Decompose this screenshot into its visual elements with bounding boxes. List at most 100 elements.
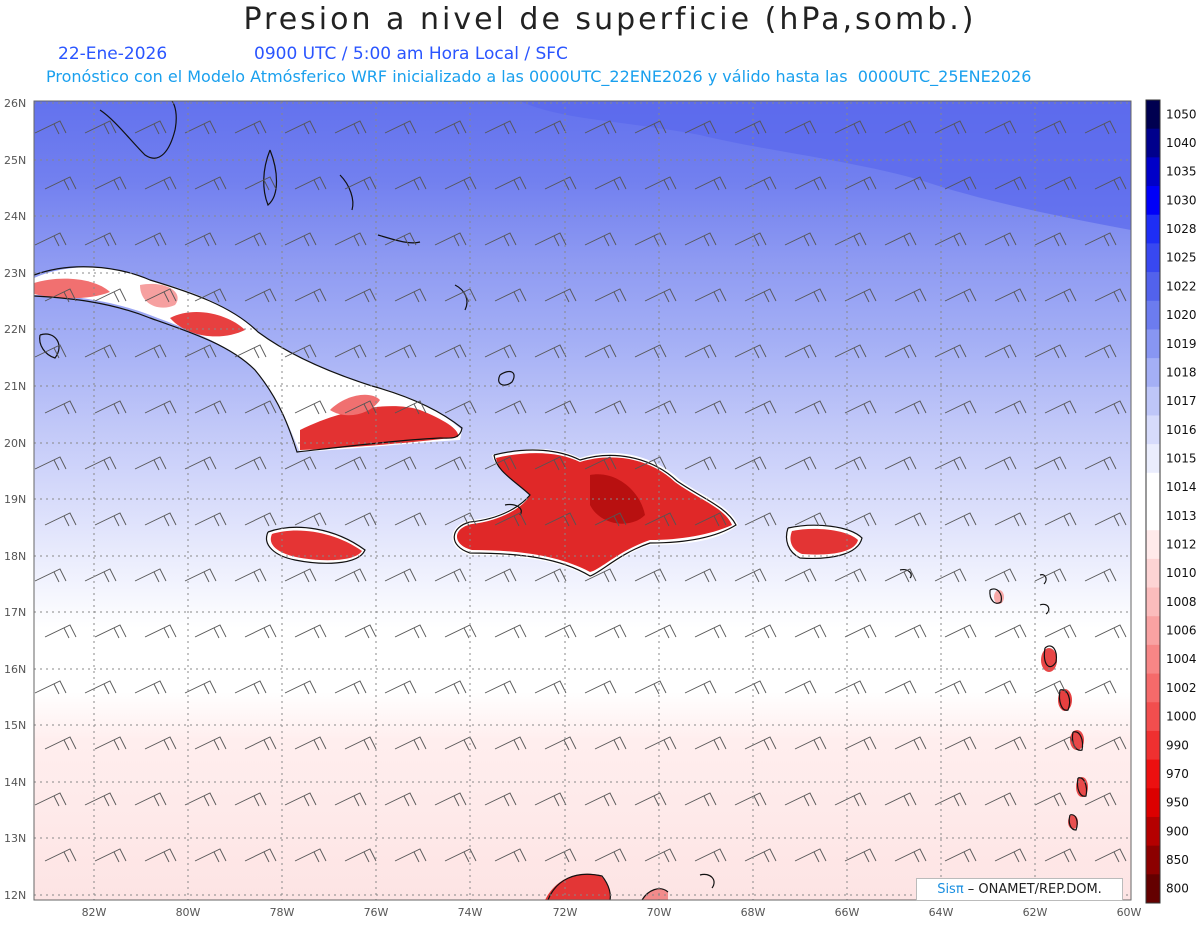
wind-barb xyxy=(294,176,327,191)
wind-barb xyxy=(644,400,677,415)
wind-barb xyxy=(934,568,967,583)
wind-barb xyxy=(44,400,77,415)
wind-barb xyxy=(84,568,117,583)
colorbar-swatch xyxy=(1146,243,1160,273)
wind-barb xyxy=(784,232,817,247)
wind-barb xyxy=(384,568,417,583)
wind-barb xyxy=(794,624,827,639)
wind-barb xyxy=(284,792,317,807)
wind-barb xyxy=(1084,120,1117,135)
colorbar-label: 1025 xyxy=(1166,251,1197,265)
wind-barb xyxy=(494,176,527,191)
wind-barb xyxy=(844,848,877,863)
wind-barb xyxy=(34,120,67,135)
wind-barb xyxy=(884,568,917,583)
wind-barb xyxy=(494,624,527,639)
wind-barb xyxy=(144,848,177,863)
wind-barb xyxy=(644,512,677,527)
wind-barb xyxy=(534,568,567,583)
colorbar-label: 850 xyxy=(1166,853,1189,867)
colorbar-label: 1019 xyxy=(1166,337,1197,351)
wind-barb xyxy=(84,456,117,471)
wind-barb xyxy=(884,344,917,359)
colorbar-swatch xyxy=(1146,472,1160,502)
wind-barb xyxy=(484,232,517,247)
wind-barb xyxy=(844,624,877,639)
wind-barb xyxy=(534,680,567,695)
wind-barb xyxy=(894,848,927,863)
wind-barb xyxy=(884,120,917,135)
colorbar-label: 950 xyxy=(1166,796,1189,810)
wind-barb xyxy=(144,400,177,415)
wind-barb xyxy=(494,736,527,751)
wind-barb xyxy=(134,680,167,695)
wind-barb xyxy=(684,568,717,583)
colorbar-swatch xyxy=(1146,100,1160,130)
wind-barb xyxy=(434,120,467,135)
wind-barb xyxy=(784,120,817,135)
wind-barb xyxy=(944,288,977,303)
wind-barb xyxy=(184,344,217,359)
wind-barb xyxy=(44,288,77,303)
wind-barb xyxy=(844,512,877,527)
wind-barb xyxy=(144,288,177,303)
colorbar-swatch xyxy=(1146,186,1160,216)
wind-barb xyxy=(334,344,367,359)
wind-barb xyxy=(394,848,427,863)
wind-barb xyxy=(284,120,317,135)
colorbar-label: 1016 xyxy=(1166,423,1197,437)
wind-barb xyxy=(634,120,667,135)
wind-barb xyxy=(234,792,267,807)
colorbar-label: 1006 xyxy=(1166,624,1197,638)
wind-barb xyxy=(94,512,127,527)
colorbar: 1050 1040 1035 1030 1028 1025 1022 1020 1019 1018… xyxy=(1145,99,1197,904)
wind-barb xyxy=(94,624,127,639)
wind-barb xyxy=(1034,232,1067,247)
forecast-time: 0900 UTC / 5:00 am Hora Local / SFC xyxy=(254,44,568,64)
lon-label: 78W xyxy=(270,906,295,919)
wind-barb xyxy=(1034,344,1067,359)
wind-barb xyxy=(844,736,877,751)
wind-barb xyxy=(484,120,517,135)
wind-barb xyxy=(294,624,327,639)
wind-barb xyxy=(234,680,267,695)
colorbar-label: 1004 xyxy=(1166,652,1197,666)
wind-barb xyxy=(594,624,627,639)
lat-label: 26N xyxy=(4,97,26,110)
colorbar-label: 1000 xyxy=(1166,710,1197,724)
colorbar-swatch xyxy=(1146,702,1160,732)
wind-barb xyxy=(784,456,817,471)
wind-barb xyxy=(744,624,777,639)
wind-barb xyxy=(1034,120,1067,135)
wind-barb xyxy=(434,680,467,695)
wind-barb xyxy=(844,288,877,303)
wind-barb xyxy=(284,344,317,359)
colorbar-swatch xyxy=(1146,300,1160,330)
wind-barb xyxy=(84,792,117,807)
wind-barb xyxy=(834,792,867,807)
colorbar-label: 1022 xyxy=(1166,279,1197,293)
wind-barb xyxy=(234,568,267,583)
wind-barb xyxy=(584,344,617,359)
wind-barb xyxy=(284,456,317,471)
wind-barb xyxy=(194,736,227,751)
colorbar-label: 800 xyxy=(1166,882,1189,896)
colorbar-swatch xyxy=(1146,616,1160,646)
wind-barb xyxy=(1084,680,1117,695)
lon-label: 60W xyxy=(1117,906,1142,919)
wind-barb xyxy=(594,848,627,863)
wind-barb xyxy=(384,120,417,135)
wind-barb xyxy=(584,232,617,247)
colorbar-swatch xyxy=(1146,816,1160,847)
wind-barb xyxy=(384,792,417,807)
lon-label: 62W xyxy=(1023,906,1048,919)
colorbar-swatch xyxy=(1146,874,1160,904)
wind-barb xyxy=(44,512,77,527)
wind-barb xyxy=(644,736,677,751)
wind-barb xyxy=(1084,456,1117,471)
wind-barb xyxy=(144,624,177,639)
colorbar-label: 970 xyxy=(1166,767,1189,781)
wind-barb xyxy=(794,288,827,303)
wind-barb xyxy=(934,232,967,247)
wind-barb xyxy=(934,456,967,471)
